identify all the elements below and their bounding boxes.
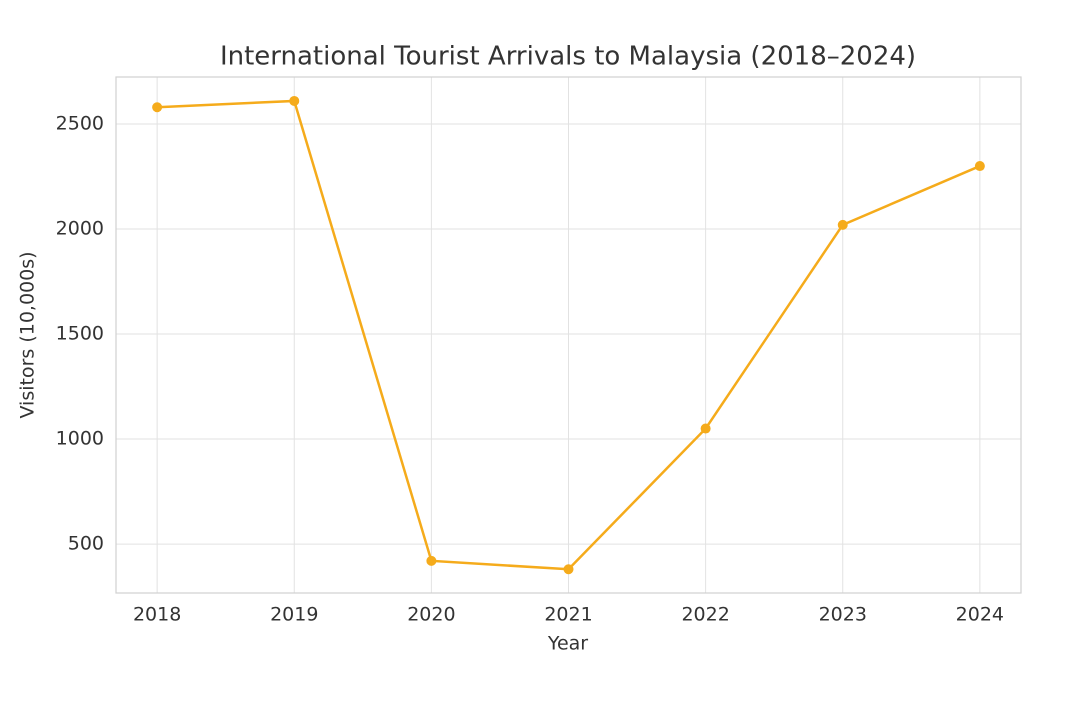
data-point xyxy=(152,102,163,113)
x-tick-label: 2024 xyxy=(956,604,1004,626)
y-tick-label: 1500 xyxy=(56,323,104,345)
x-tick-label: 2020 xyxy=(407,604,455,626)
data-point xyxy=(426,555,437,566)
data-point xyxy=(289,95,300,106)
plot-frame xyxy=(115,76,1022,594)
x-tick-label: 2023 xyxy=(819,604,867,626)
y-tick-label: 1000 xyxy=(56,428,104,450)
y-axis-label: Visitors (10,000s) xyxy=(17,251,39,418)
data-point xyxy=(700,423,711,434)
chart-title: International Tourist Arrivals to Malays… xyxy=(220,42,916,72)
x-tick-label: 2021 xyxy=(544,604,592,626)
data-point xyxy=(974,161,985,172)
y-tick-label: 2500 xyxy=(56,113,104,135)
x-axis-label: Year xyxy=(547,633,588,655)
data-point xyxy=(563,564,574,575)
data-point xyxy=(837,219,848,230)
x-tick-label: 2019 xyxy=(270,604,318,626)
x-tick-label: 2018 xyxy=(133,604,181,626)
y-tick-label: 500 xyxy=(68,533,104,555)
x-tick-label: 2022 xyxy=(681,604,729,626)
y-tick-label: 2000 xyxy=(56,218,104,240)
